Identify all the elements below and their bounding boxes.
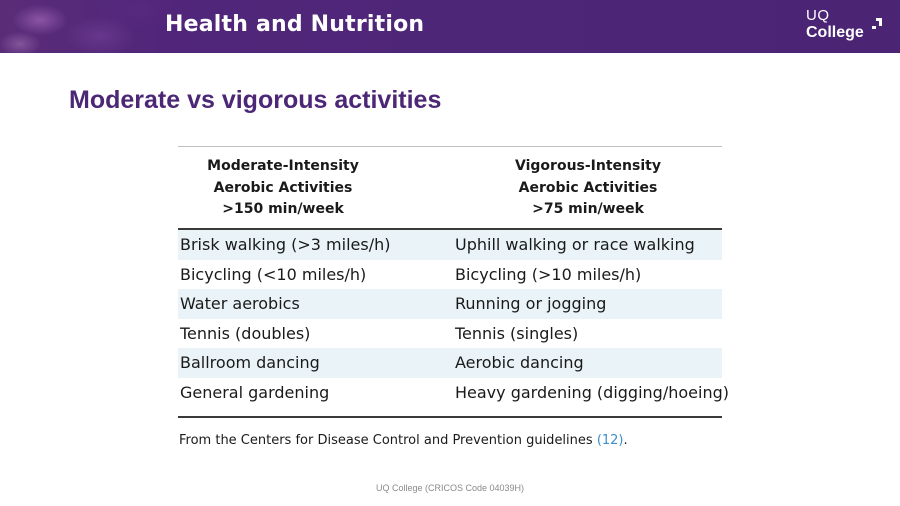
header-line: Vigorous-Intensity <box>515 158 661 174</box>
table-row: Water aerobics Running or jogging <box>178 289 722 319</box>
cell-vigorous: Tennis (singles) <box>455 323 579 343</box>
cell-moderate: Brisk walking (>3 miles/h) <box>180 235 391 254</box>
column-header-vigorous: Vigorous-Intensity Aerobic Activities >7… <box>478 156 698 221</box>
uq-college-logo: UQ College <box>806 8 886 44</box>
table-bottom-rule <box>178 416 722 418</box>
cell-vigorous: Bicycling (>10 miles/h) <box>455 264 642 284</box>
header-title: Health and Nutrition <box>165 12 425 37</box>
logo-uq-text: UQ <box>806 7 830 24</box>
header-line: Aerobic Activities <box>213 179 353 196</box>
citation-link[interactable]: (12) <box>596 433 624 448</box>
cell-moderate: Ballroom dancing <box>180 353 320 372</box>
table-row: Bicycling (<10 miles/h) Bicycling (>10 m… <box>178 260 722 290</box>
logo-college-text: College <box>806 24 864 41</box>
slide-title: Moderate vs vigorous activities <box>69 86 442 114</box>
cell-moderate: Water aerobics <box>180 294 300 313</box>
cell-vigorous: Heavy gardening (digging/hoeing) <box>455 382 729 402</box>
table-footnote: From the Centers for Disease Control and… <box>179 433 628 448</box>
cell-vigorous: Running or jogging <box>455 294 607 313</box>
header-line: Moderate-Intensity <box>207 158 359 174</box>
cell-moderate: Bicycling (<10 miles/h) <box>180 264 367 284</box>
table-row: General gardening Heavy gardening (diggi… <box>178 378 729 408</box>
table-body: Brisk walking (>3 miles/h) Uphill walkin… <box>178 230 729 408</box>
table-row: Brisk walking (>3 miles/h) Uphill walkin… <box>178 230 722 260</box>
header-line: >150 min/week <box>222 201 344 217</box>
table-top-rule <box>178 146 722 147</box>
cell-vigorous: Aerobic dancing <box>455 353 584 372</box>
header-photo <box>0 0 170 53</box>
footnote-end: . <box>623 433 628 448</box>
logo-mark-icon <box>872 18 882 29</box>
column-header-moderate: Moderate-Intensity Aerobic Activities >1… <box>178 156 388 221</box>
table-row: Ballroom dancing Aerobic dancing <box>178 348 722 378</box>
header-line: >75 min/week <box>532 201 644 217</box>
cell-vigorous: Uphill walking or race walking <box>455 235 695 254</box>
header-banner: Health and Nutrition UQ College <box>0 0 900 53</box>
table-header: Moderate-Intensity Aerobic Activities >1… <box>178 156 722 224</box>
cell-moderate: General gardening <box>180 382 330 402</box>
slide-footer: UQ College (CRICOS Code 04039H) <box>375 483 525 493</box>
header-line: Aerobic Activities <box>518 179 658 196</box>
table-header-rule <box>178 228 722 230</box>
footnote-text: From the Centers for Disease Control and… <box>179 433 597 448</box>
cell-moderate: Tennis (doubles) <box>180 323 311 343</box>
table-row: Tennis (doubles) Tennis (singles) <box>178 319 722 349</box>
